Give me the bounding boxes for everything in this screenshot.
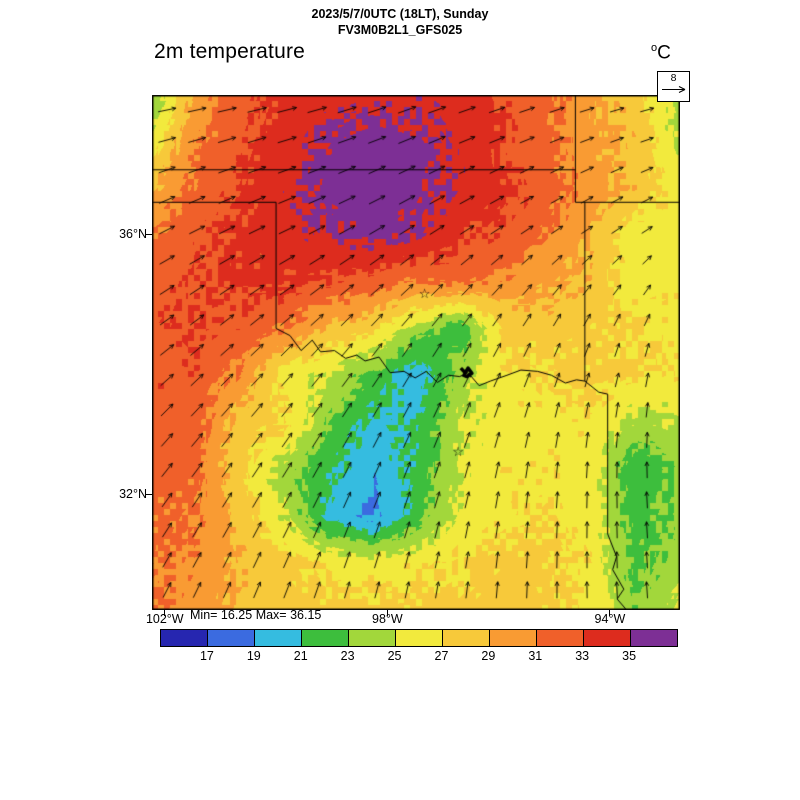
plot-title: 2m temperature — [154, 40, 306, 63]
colorbar-cell — [161, 630, 208, 646]
colorbar-cell — [443, 630, 490, 646]
min-value-text: Min= 16.25 — [190, 608, 253, 622]
lon-axis-tick — [609, 610, 611, 616]
colorbar-cell — [396, 630, 443, 646]
lat-axis-tick — [146, 234, 152, 236]
colorbar-tick-label: 21 — [293, 649, 308, 663]
colorbar-tick-label: 23 — [340, 649, 355, 663]
lat-axis-tick — [146, 494, 152, 496]
colorbar-tick-label: 35 — [622, 649, 637, 663]
lat-axis-label: 32°N — [119, 486, 147, 501]
header-datetime: 2023/5/7/0UTC (18LT), Sunday — [311, 7, 489, 21]
colorbar-tick-label: 33 — [575, 649, 590, 663]
colorbar-cell — [302, 630, 349, 646]
wind-reference-arrow-icon — [662, 86, 686, 93]
colorbar-tick-label: 25 — [387, 649, 402, 663]
header-model: FV3M0B2L1_GFS025 — [337, 23, 463, 37]
units-base: C — [657, 42, 671, 64]
lon-axis-label: 94°W — [594, 612, 626, 626]
colorbar-cell — [490, 630, 537, 646]
colorbar — [160, 629, 678, 647]
colorbar-tick-label: 27 — [434, 649, 449, 663]
colorbar-tick-label: 17 — [199, 649, 214, 663]
colorbar-tick-label: 19 — [246, 649, 261, 663]
colorbar-cell — [255, 630, 302, 646]
max-value-text: Max= 36.15 — [255, 608, 322, 622]
temperature-map-canvas — [152, 95, 680, 610]
colorbar-tick-label: 31 — [528, 649, 543, 663]
wind-reference-box: 8 — [657, 71, 690, 102]
wind-reference-value: 8 — [670, 72, 677, 84]
colorbar-cell — [208, 630, 255, 646]
lon-axis-tick — [164, 610, 166, 616]
lat-axis-label: 36°N — [119, 226, 147, 241]
lon-axis-tick — [386, 610, 388, 616]
colorbar-cell — [584, 630, 631, 646]
units-label: oC — [651, 42, 671, 64]
colorbar-cell — [349, 630, 396, 646]
units-superscript: o — [651, 42, 658, 54]
minmax-label: Min= 16.25 Max= 36.15 — [190, 608, 321, 622]
lon-axis-label: 102°W — [145, 612, 184, 626]
colorbar-tick-label: 29 — [481, 649, 496, 663]
colorbar-cell — [631, 630, 677, 646]
colorbar-cell — [537, 630, 584, 646]
lon-axis-label: 98°W — [371, 612, 403, 626]
